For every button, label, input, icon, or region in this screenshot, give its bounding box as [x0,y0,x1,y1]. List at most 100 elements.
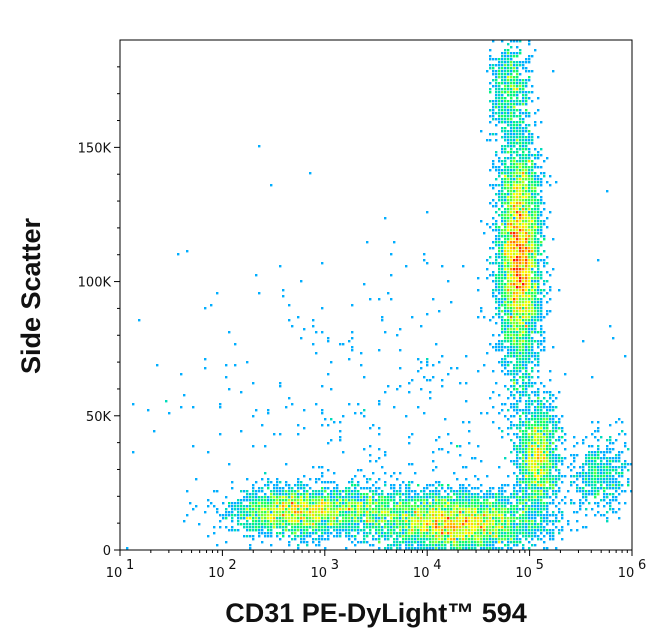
event-dot [363,514,366,517]
event-dot [492,112,495,115]
event-dot [528,256,531,259]
event-dot [426,364,429,367]
event-dot [294,502,297,505]
event-dot [531,286,534,289]
event-dot [279,493,282,496]
event-dot [273,514,276,517]
event-dot [423,535,426,538]
event-dot [336,490,339,493]
event-dot [519,385,522,388]
event-dot [378,400,381,403]
event-dot [486,259,489,262]
event-dot [507,427,510,430]
event-dot [480,484,483,487]
event-dot [297,535,300,538]
event-dot [528,58,531,61]
event-dot [522,184,525,187]
event-dot [486,541,489,544]
event-dot [264,505,267,508]
event-dot [279,490,282,493]
event-dot [498,517,501,520]
event-dot [267,502,270,505]
event-dot [495,241,498,244]
event-dot [510,112,513,115]
event-dot [585,481,588,484]
event-dot [525,364,528,367]
event-dot [507,499,510,502]
event-dot [519,220,522,223]
event-dot [501,541,504,544]
event-dot [510,301,513,304]
event-dot [513,40,516,43]
event-dot [582,466,585,469]
event-dot [537,469,540,472]
event-dot [261,523,264,526]
event-dot [537,313,540,316]
event-dot [522,523,525,526]
event-dot [540,328,543,331]
event-dot [537,430,540,433]
event-dot [504,127,507,130]
event-dot [495,538,498,541]
event-dot [477,505,480,508]
event-dot [522,286,525,289]
event-dot [249,505,252,508]
event-dot [507,262,510,265]
event-dot [546,457,549,460]
event-dot [531,544,534,547]
event-dot [540,334,543,337]
event-dot [516,355,519,358]
event-dot [504,148,507,151]
event-dot [507,418,510,421]
event-dot [522,379,525,382]
event-dot [240,514,243,517]
event-dot [540,178,543,181]
event-dot [465,490,468,493]
event-dot [522,340,525,343]
event-dot [498,349,501,352]
event-dot [534,184,537,187]
event-dot [438,547,441,550]
event-dot [216,544,219,547]
event-dot [591,472,594,475]
event-dot [519,409,522,412]
event-dot [507,133,510,136]
event-dot [510,163,513,166]
event-dot [264,493,267,496]
event-dot [339,499,342,502]
event-dot [537,484,540,487]
event-dot [303,535,306,538]
event-dot [414,547,417,550]
event-dot [516,436,519,439]
event-dot [540,448,543,451]
event-dot [546,523,549,526]
event-dot [342,451,345,454]
event-dot [420,496,423,499]
event-dot [219,514,222,517]
event-dot [618,451,621,454]
event-dot [540,343,543,346]
event-dot [504,361,507,364]
event-dot [516,409,519,412]
event-dot [510,325,513,328]
event-dot [360,511,363,514]
event-dot [606,463,609,466]
event-dot [534,229,537,232]
event-dot [516,40,519,43]
event-dot [276,517,279,520]
event-dot [507,526,510,529]
event-dot [474,535,477,538]
event-dot [525,241,528,244]
event-dot [489,532,492,535]
event-dot [534,490,537,493]
event-dot [519,187,522,190]
event-dot [525,232,528,235]
event-dot [285,517,288,520]
event-dot [543,175,546,178]
event-dot [498,67,501,70]
event-dot [525,124,528,127]
event-dot [582,472,585,475]
event-dot [576,472,579,475]
event-dot [399,385,402,388]
event-dot [498,496,501,499]
